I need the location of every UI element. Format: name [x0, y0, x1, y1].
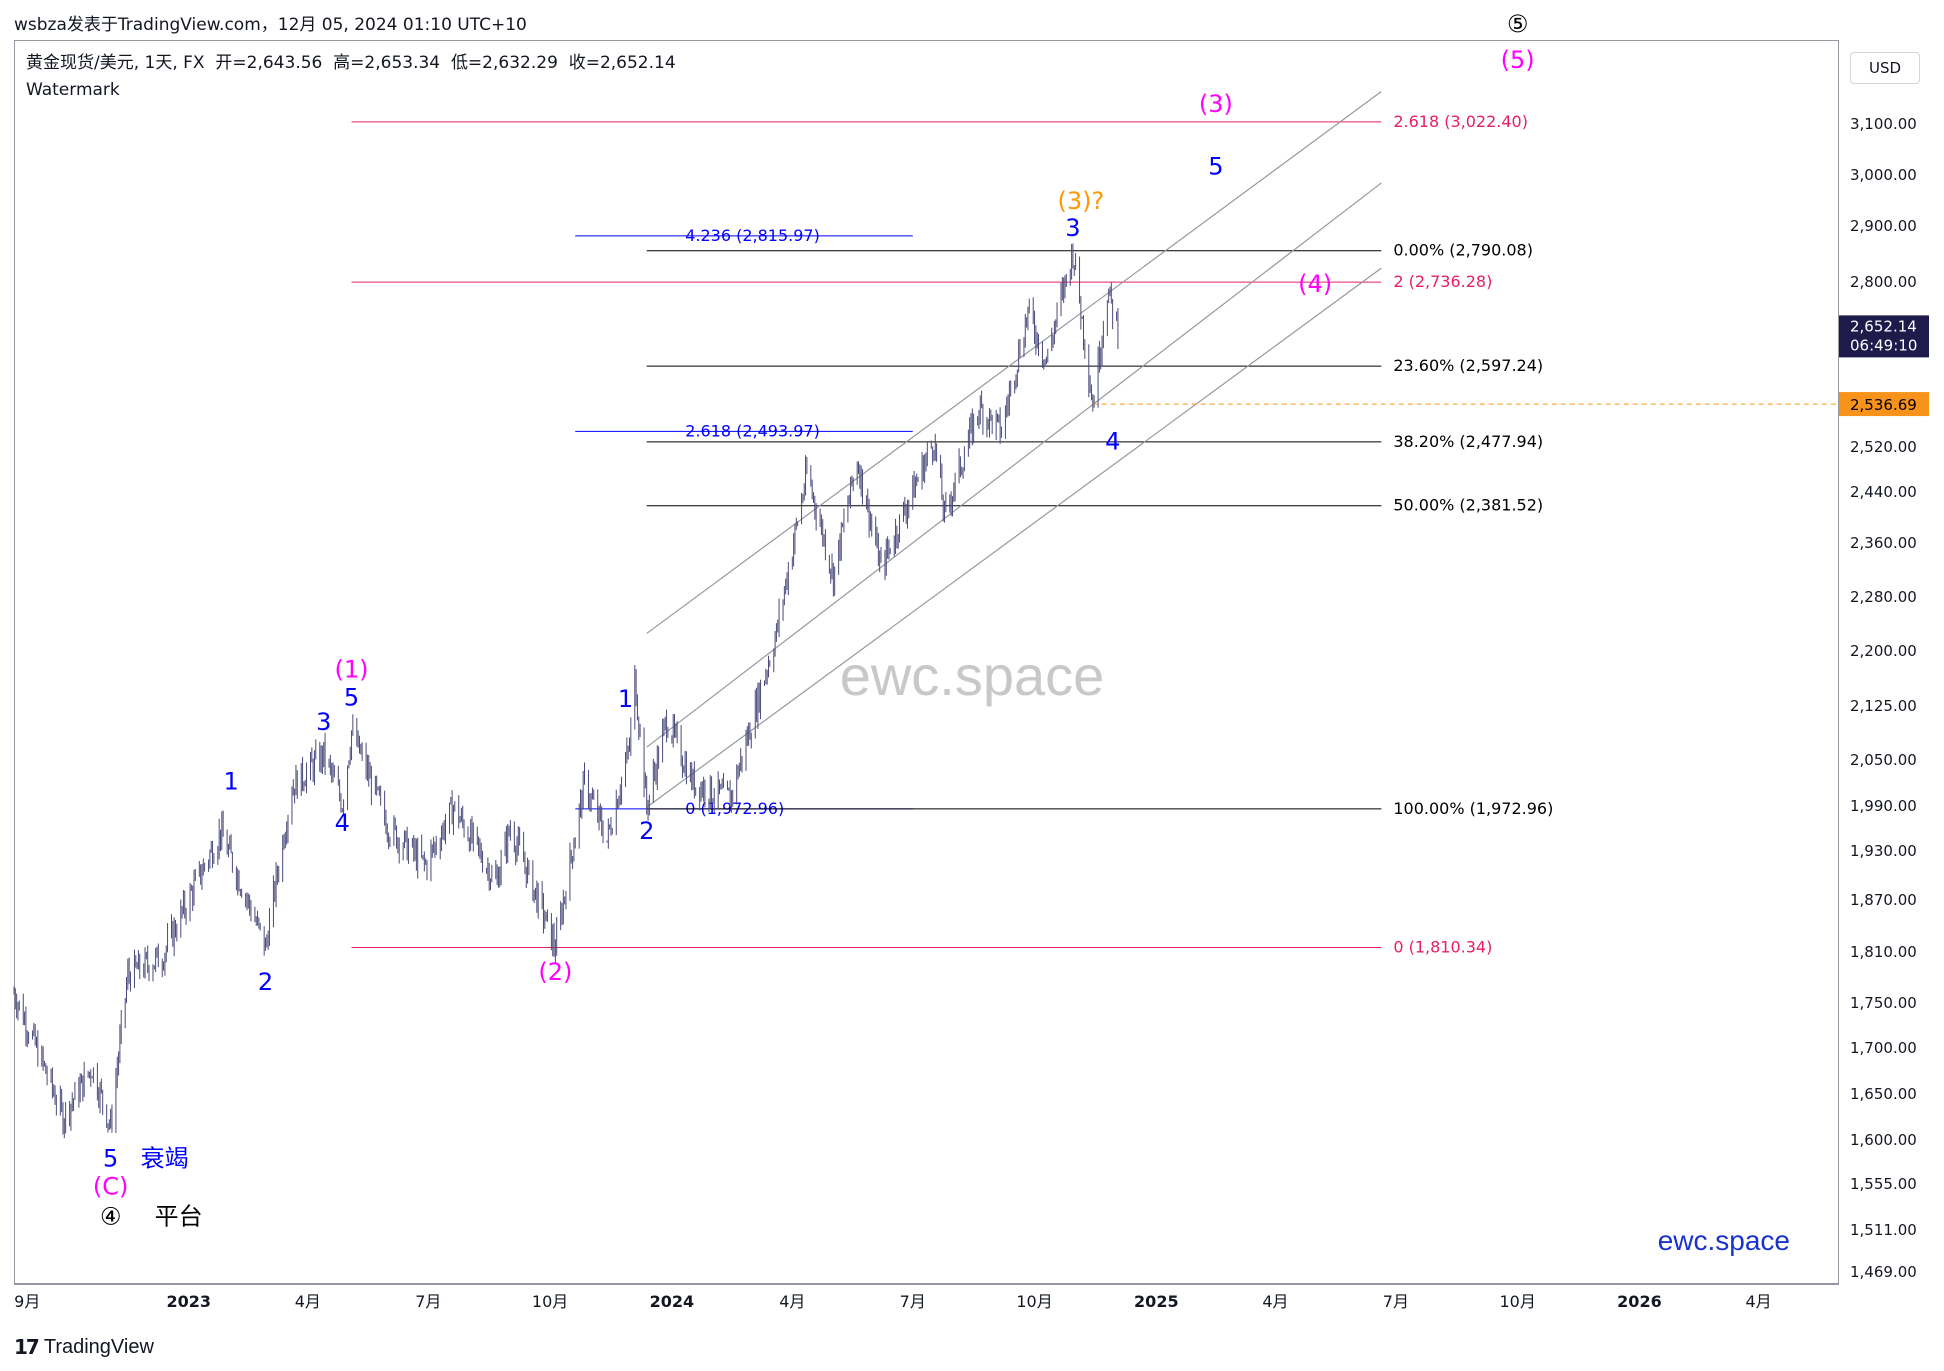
price-tick: 2,280.00	[1850, 588, 1917, 606]
ohlc-high: 高=2,653.34	[333, 53, 441, 73]
price-tick: 3,100.00	[1850, 115, 1917, 133]
price-tick: 1,600.00	[1850, 1131, 1917, 1149]
fib-label: 2.618 (3,022.40)	[1393, 112, 1528, 131]
ohlc-low: 低=2,632.29	[450, 53, 558, 73]
marker-price-badge	[1839, 392, 1929, 417]
wave-label[interactable]: 5	[344, 684, 359, 712]
channel-line-upper[interactable]	[646, 90, 1382, 634]
time-tick: 7月	[415, 1292, 441, 1311]
marker-price: 2,536.69	[1850, 396, 1917, 414]
price-tick: 1,990.00	[1850, 797, 1917, 815]
price-tick: 1,750.00	[1850, 994, 1917, 1012]
price-tick: 1,870.00	[1850, 891, 1917, 909]
price-tick: 2,200.00	[1850, 642, 1917, 660]
wave-label[interactable]: 2	[639, 817, 654, 845]
price-tick: 1,930.00	[1850, 842, 1917, 860]
watermark-corner: ewc.space	[1658, 1225, 1790, 1256]
fib-label: 2.618 (2,493.97)	[685, 421, 820, 440]
last-price-badge	[1839, 315, 1929, 358]
wave-label[interactable]: (5)	[1501, 46, 1535, 74]
wave-label[interactable]: 3	[316, 708, 331, 736]
wave-label[interactable]: 1	[223, 768, 238, 796]
wave-label[interactable]: 5	[103, 1144, 118, 1172]
price-tick: 2,125.00	[1850, 697, 1917, 715]
wave-label[interactable]: (2)	[538, 958, 572, 986]
time-axis[interactable]	[14, 1284, 1839, 1323]
time-tick: 2023	[166, 1292, 211, 1311]
time-tick: 7月	[1383, 1292, 1409, 1311]
ohlc-open: 开=2,643.56	[215, 53, 323, 73]
wave-label[interactable]: ⑤	[1507, 10, 1529, 38]
time-tick: 10月	[1499, 1292, 1535, 1311]
watermark-center: ewc.space	[840, 644, 1105, 707]
fib-label: 50.00% (2,381.52)	[1393, 496, 1543, 515]
ohlc-close: 收=2,652.14	[568, 53, 676, 73]
time-tick: 10月	[1016, 1292, 1052, 1311]
symbol-legend: 黄金现货/美元, 1天, FX 开=2,643.56 高=2,653.34 低=…	[26, 50, 676, 104]
time-tick: 2026	[1617, 1292, 1662, 1311]
watermark-indicator-label[interactable]: Watermark	[26, 80, 120, 100]
price-tick: 2,440.00	[1850, 483, 1917, 501]
fib-label: 0 (1,810.34)	[1393, 937, 1492, 956]
channel-line-lower[interactable]	[646, 267, 1382, 808]
time-tick: 2024	[650, 1292, 695, 1311]
fib-label: 100.00% (1,972.96)	[1393, 799, 1553, 818]
fib-label: 38.20% (2,477.94)	[1393, 432, 1543, 451]
tradingview-logo-icon: 17	[14, 1335, 40, 1359]
channel-line-middle[interactable]	[646, 182, 1382, 748]
time-tick: 4月	[1745, 1292, 1771, 1311]
wave-label[interactable]: (C)	[93, 1172, 128, 1200]
time-tick: 4月	[779, 1292, 805, 1311]
price-tick: 2,050.00	[1850, 751, 1917, 769]
time-tick: 9月	[14, 1292, 40, 1311]
wave-label[interactable]: 衰竭	[141, 1144, 189, 1172]
wave-label[interactable]: 5	[1208, 152, 1223, 180]
time-tick: 10月	[532, 1292, 568, 1311]
price-tick: 2,900.00	[1850, 217, 1917, 235]
wave-label[interactable]: ④	[100, 1202, 122, 1230]
price-tick: 1,511.00	[1850, 1221, 1917, 1239]
last-price: 2,652.14	[1850, 317, 1917, 335]
fib-label: 0.00% (2,790.08)	[1393, 241, 1533, 260]
fib-label: 2 (2,736.28)	[1393, 272, 1492, 291]
symbol-name[interactable]: 黄金现货/美元, 1天, FX	[26, 53, 205, 73]
time-tick: 4月	[295, 1292, 321, 1311]
wave-label[interactable]: 3	[1065, 214, 1080, 242]
price-tick: 2,800.00	[1850, 273, 1917, 291]
fib-label: 4.236 (2,815.97)	[685, 226, 820, 245]
wave-label[interactable]: 4	[335, 809, 350, 837]
price-tick: 1,650.00	[1850, 1085, 1917, 1103]
tradingview-footer[interactable]: 17 TradingView	[14, 1335, 154, 1359]
price-tick: 1,810.00	[1850, 943, 1917, 961]
publisher-line: wsbza发表于TradingView.com，12月 05, 2024 01:…	[14, 15, 527, 35]
time-tick: 2025	[1134, 1292, 1179, 1311]
currency-button[interactable]: USD	[1850, 52, 1920, 84]
time-tick: 7月	[900, 1292, 926, 1311]
countdown: 06:49:10	[1850, 336, 1917, 354]
wave-label[interactable]: 4	[1105, 428, 1120, 456]
wave-label[interactable]: 平台	[155, 1202, 203, 1230]
time-tick: 4月	[1262, 1292, 1288, 1311]
price-tick: 1,700.00	[1850, 1039, 1917, 1057]
wave-label[interactable]: (4)	[1298, 270, 1332, 298]
tradingview-brand: TradingView	[43, 1335, 154, 1358]
price-tick: 2,360.00	[1850, 534, 1917, 552]
price-tick: 1,555.00	[1850, 1175, 1917, 1193]
price-tick: 2,520.00	[1850, 438, 1917, 456]
wave-label[interactable]: (3)?	[1058, 187, 1105, 215]
wave-label[interactable]: 2	[258, 968, 273, 996]
fib-label: 23.60% (2,597.24)	[1393, 356, 1543, 375]
price-tick: 1,469.00	[1850, 1263, 1917, 1281]
wave-label[interactable]: 1	[618, 685, 633, 713]
wave-label[interactable]: (1)	[335, 656, 369, 684]
price-tick: 3,000.00	[1850, 166, 1917, 184]
wave-label[interactable]: (3)	[1199, 90, 1233, 118]
